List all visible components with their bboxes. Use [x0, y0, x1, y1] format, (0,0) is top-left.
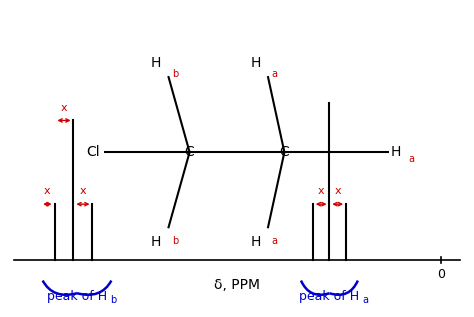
Text: 0: 0	[437, 268, 445, 281]
Text: C: C	[280, 145, 289, 159]
Text: b: b	[172, 69, 178, 80]
Text: x: x	[335, 186, 341, 196]
Text: δ, PPM: δ, PPM	[214, 278, 260, 292]
Text: x: x	[318, 186, 324, 196]
Text: a: a	[272, 236, 278, 246]
Text: a: a	[272, 69, 278, 80]
Text: x: x	[61, 102, 67, 113]
Text: H: H	[151, 235, 161, 249]
Text: H: H	[151, 56, 161, 70]
Text: H: H	[250, 235, 261, 249]
Text: b: b	[110, 295, 117, 305]
Text: x: x	[80, 186, 86, 196]
Text: H: H	[391, 145, 401, 159]
Text: x: x	[44, 186, 51, 196]
Text: b: b	[172, 236, 178, 246]
Text: a: a	[363, 295, 369, 305]
Text: H: H	[250, 56, 261, 70]
Text: a: a	[409, 153, 415, 164]
Text: peak of H: peak of H	[300, 290, 359, 303]
Text: peak of H: peak of H	[47, 290, 107, 303]
Text: C: C	[185, 145, 194, 159]
Text: Cl: Cl	[86, 145, 100, 159]
